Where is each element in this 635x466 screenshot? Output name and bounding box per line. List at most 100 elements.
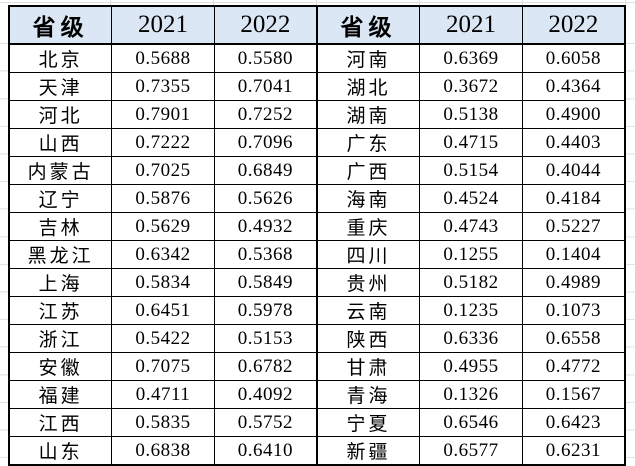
value-cell: 0.4524 (419, 184, 523, 213)
province-cell: 陕西 (316, 324, 421, 353)
value-cell: 0.5876 (111, 184, 215, 213)
value-cell: 0.6369 (419, 43, 523, 73)
value-cell: 0.7252 (213, 100, 318, 129)
value-cell: 0.5368 (213, 240, 318, 269)
province-cell: 贵州 (316, 268, 421, 297)
value-cell: 0.6342 (111, 240, 215, 269)
province-cell: 青海 (316, 380, 421, 409)
value-cell: 0.5153 (213, 324, 318, 353)
province-cell: 北京 (8, 43, 113, 73)
value-cell: 0.4184 (521, 184, 626, 213)
value-cell: 0.6546 (419, 408, 523, 437)
table-row: 北京 0.5688 0.5580 河南 0.6369 0.6058 (8, 43, 626, 73)
table-row: 福建 0.4711 0.4092 青海 0.1326 0.1567 (8, 380, 626, 409)
province-data-table: 省级 2021 2022 省级 2021 2022 北京 0.5688 0.5580… (8, 5, 626, 466)
value-cell: 0.6849 (213, 156, 318, 185)
value-cell: 0.3672 (419, 72, 523, 101)
province-cell: 山西 (8, 128, 113, 157)
header-cell-2021-right: 2021 (419, 5, 523, 45)
table-row: 河北 0.7901 0.7252 湖南 0.5138 0.4900 (8, 100, 626, 129)
value-cell: 0.7041 (213, 72, 318, 101)
table-row: 吉林 0.5629 0.4932 重庆 0.4743 0.5227 (8, 212, 626, 241)
province-cell: 河南 (316, 43, 421, 73)
value-cell: 0.4989 (521, 268, 626, 297)
value-cell: 0.7355 (111, 72, 215, 101)
value-cell: 0.6782 (213, 352, 318, 381)
province-cell: 四川 (316, 240, 421, 269)
value-cell: 0.5227 (521, 212, 626, 241)
value-cell: 0.5752 (213, 408, 318, 437)
province-cell: 湖北 (316, 72, 421, 101)
province-cell: 山东 (8, 436, 113, 466)
table-row: 上海 0.5834 0.5849 贵州 0.5182 0.4989 (8, 268, 626, 297)
value-cell: 0.4364 (521, 72, 626, 101)
value-cell: 0.4403 (521, 128, 626, 157)
province-cell: 湖南 (316, 100, 421, 129)
province-cell: 江苏 (8, 296, 113, 325)
value-cell: 0.4772 (521, 352, 626, 381)
table-header: 省级 2021 2022 省级 2021 2022 (8, 5, 626, 45)
value-cell: 0.6336 (419, 324, 523, 353)
value-cell: 0.5834 (111, 268, 215, 297)
header-cell-2021-left: 2021 (111, 5, 215, 45)
value-cell: 0.5849 (213, 268, 318, 297)
value-cell: 0.4715 (419, 128, 523, 157)
header-cell-province-right: 省级 (316, 5, 421, 45)
province-cell: 内蒙古 (8, 156, 113, 185)
table-row: 山东 0.6838 0.6410 新疆 0.6577 0.6231 (8, 436, 626, 466)
value-cell: 0.5182 (419, 268, 523, 297)
value-cell: 0.4711 (111, 380, 215, 409)
table-row: 安徽 0.7075 0.6782 甘肃 0.4955 0.4772 (8, 352, 626, 381)
table-row: 江苏 0.6451 0.5978 云南 0.1235 0.1073 (8, 296, 626, 325)
province-cell: 广西 (316, 156, 421, 185)
province-cell: 甘肃 (316, 352, 421, 381)
value-cell: 0.6423 (521, 408, 626, 437)
province-cell: 上海 (8, 268, 113, 297)
value-cell: 0.1404 (521, 240, 626, 269)
header-cell-2022-right: 2022 (521, 5, 626, 45)
value-cell: 0.1567 (521, 380, 626, 409)
value-cell: 0.4900 (521, 100, 626, 129)
value-cell: 0.6231 (521, 436, 626, 466)
value-cell: 0.6558 (521, 324, 626, 353)
value-cell: 0.6838 (111, 436, 215, 466)
province-cell: 新疆 (316, 436, 421, 466)
province-cell: 河北 (8, 100, 113, 129)
value-cell: 0.4044 (521, 156, 626, 185)
value-cell: 0.7901 (111, 100, 215, 129)
value-cell: 0.5688 (111, 43, 215, 73)
table-row: 江西 0.5835 0.5752 宁夏 0.6546 0.6423 (8, 408, 626, 437)
value-cell: 0.5138 (419, 100, 523, 129)
excel-gridline-top (0, 2, 635, 3)
table-body: 北京 0.5688 0.5580 河南 0.6369 0.6058 天津 0.7355 0.70… (8, 43, 626, 466)
value-cell: 0.7096 (213, 128, 318, 157)
table-row: 辽宁 0.5876 0.5626 海南 0.4524 0.4184 (8, 184, 626, 213)
value-cell: 0.4932 (213, 212, 318, 241)
value-cell: 0.5626 (213, 184, 318, 213)
table-row: 山西 0.7222 0.7096 广东 0.4715 0.4403 (8, 128, 626, 157)
value-cell: 0.4743 (419, 212, 523, 241)
header-row: 省级 2021 2022 省级 2021 2022 (8, 5, 626, 45)
province-cell: 江西 (8, 408, 113, 437)
value-cell: 0.1326 (419, 380, 523, 409)
value-cell: 0.7222 (111, 128, 215, 157)
value-cell: 0.7025 (111, 156, 215, 185)
table-row: 浙江 0.5422 0.5153 陕西 0.6336 0.6558 (8, 324, 626, 353)
province-cell: 福建 (8, 380, 113, 409)
table-row: 内蒙古 0.7025 0.6849 广西 0.5154 0.4044 (8, 156, 626, 185)
value-cell: 0.7075 (111, 352, 215, 381)
value-cell: 0.1073 (521, 296, 626, 325)
province-cell: 吉林 (8, 212, 113, 241)
province-cell: 云南 (316, 296, 421, 325)
province-cell: 广东 (316, 128, 421, 157)
value-cell: 0.6577 (419, 436, 523, 466)
province-cell: 重庆 (316, 212, 421, 241)
province-cell: 辽宁 (8, 184, 113, 213)
table-row: 黑龙江 0.6342 0.5368 四川 0.1255 0.1404 (8, 240, 626, 269)
province-cell: 浙江 (8, 324, 113, 353)
header-cell-province-left: 省级 (8, 5, 113, 45)
value-cell: 0.1235 (419, 296, 523, 325)
header-cell-2022-left: 2022 (213, 5, 318, 45)
province-cell: 黑龙江 (8, 240, 113, 269)
province-cell: 海南 (316, 184, 421, 213)
